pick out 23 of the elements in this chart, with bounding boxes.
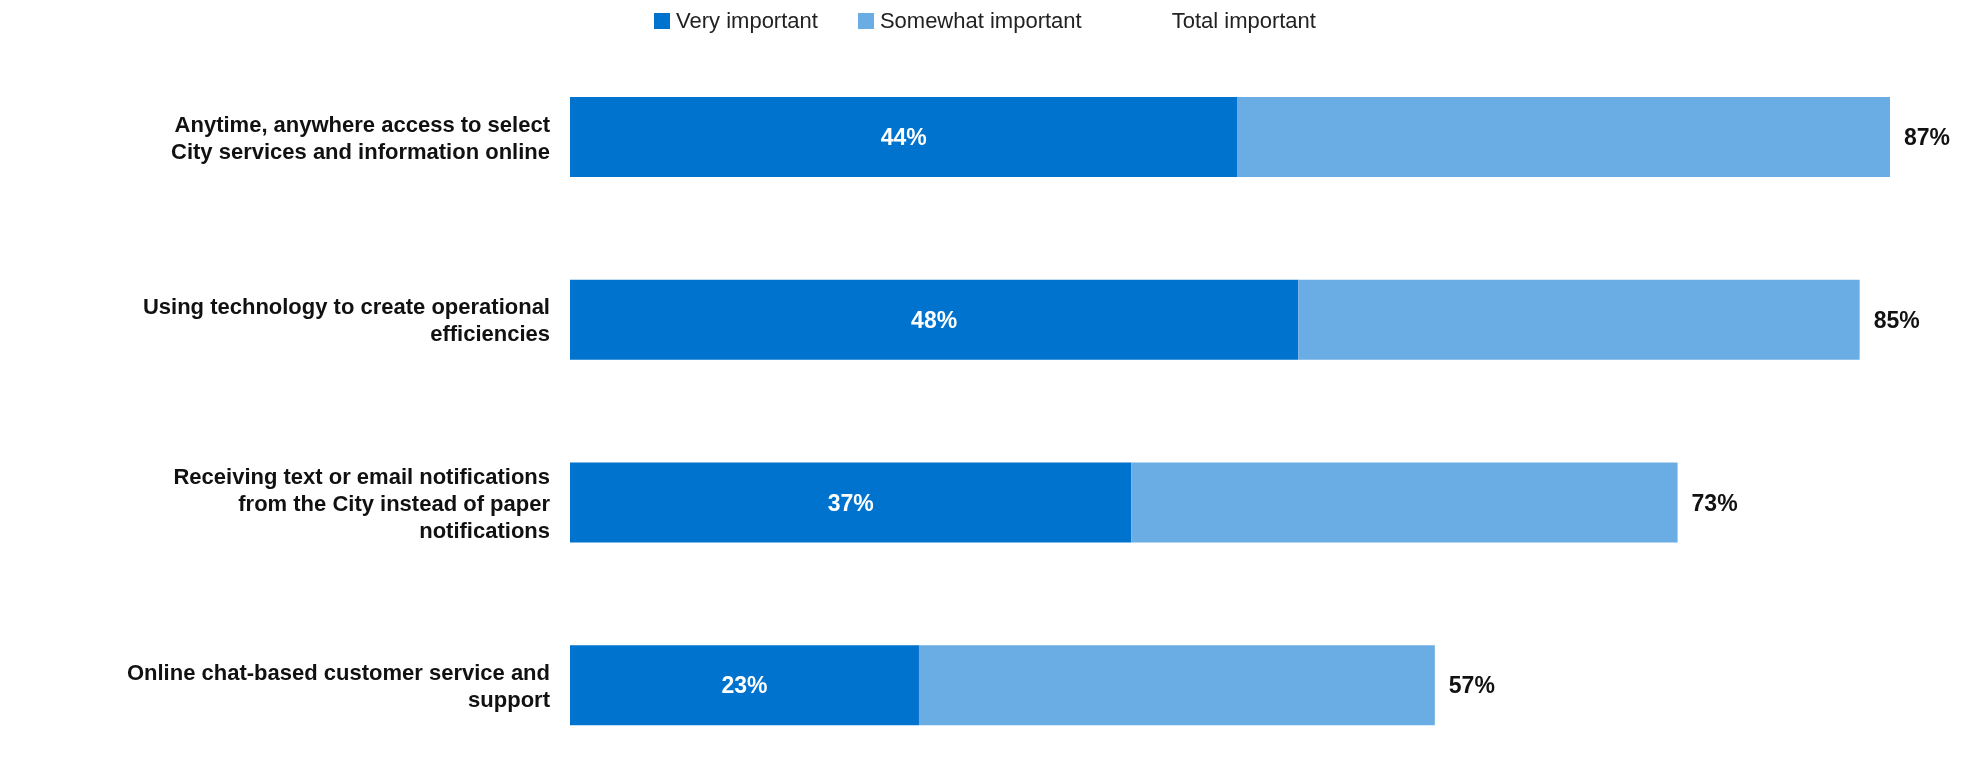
bar bbox=[1298, 279, 1860, 360]
bar bbox=[570, 462, 1132, 543]
text: Total important bbox=[1171, 8, 1316, 34]
bar bbox=[1237, 97, 1890, 177]
data-label: 23% bbox=[721, 672, 768, 699]
total-label: 73% bbox=[1691, 489, 1738, 516]
data-label: 37% bbox=[827, 489, 874, 516]
y-tick-label: Online chat-based customer service and support bbox=[126, 659, 551, 712]
bar bbox=[570, 279, 1299, 360]
data-label: 48% bbox=[911, 306, 958, 333]
total-label: 57% bbox=[1448, 672, 1495, 699]
y-tick-label: Anytime, anywhere access to select City services and information online bbox=[171, 111, 551, 164]
total-label: 87% bbox=[1904, 124, 1951, 151]
data-label: 44% bbox=[880, 124, 927, 151]
legend-label: Somewhat important bbox=[878, 8, 1082, 34]
y-tick-label: Receiving text or email notifications from the City instead of paper notifications bbox=[173, 463, 551, 543]
bar bbox=[918, 645, 1435, 726]
y-tick-label: Using technology to create operational efficiencies bbox=[142, 294, 550, 347]
total-label: 85% bbox=[1873, 306, 1920, 333]
bar bbox=[570, 97, 1238, 177]
bar bbox=[1131, 462, 1678, 543]
bar bbox=[570, 645, 919, 726]
legend-label: Very important bbox=[675, 8, 818, 34]
